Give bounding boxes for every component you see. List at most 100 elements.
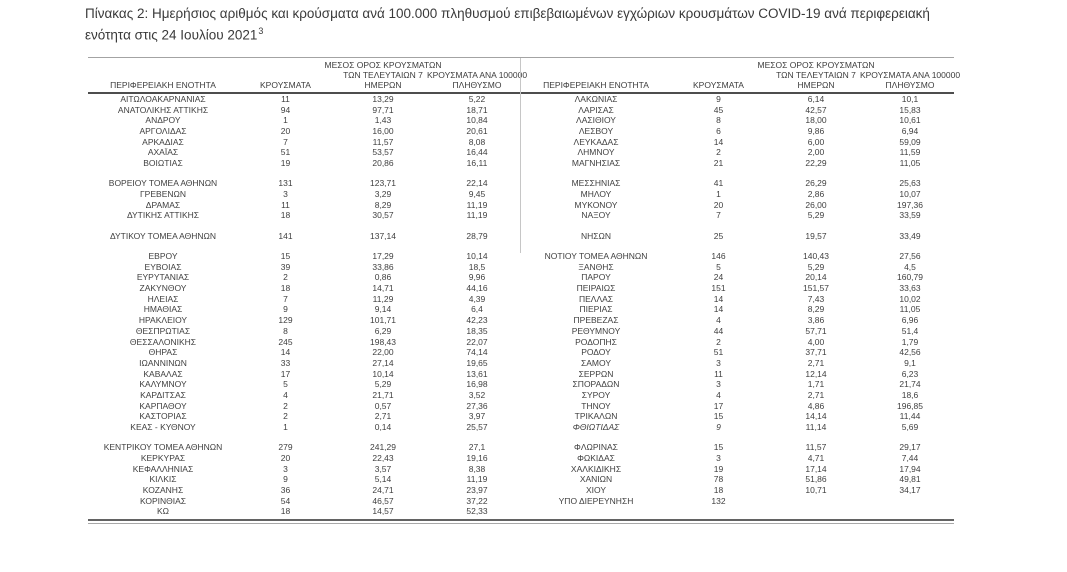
group-separator (521, 241, 954, 251)
cell-avg7: 5,29 (807, 261, 825, 272)
cell-region: ΠΕΙΡΑΙΩΣ (576, 283, 616, 294)
cell-cases: 11 (281, 94, 290, 104)
cell-cases: 11 (714, 368, 723, 379)
cell-avg7: 37,71 (805, 347, 827, 358)
table-row: ΠΕΙΡΑΙΩΣ 151 151,57 33,63 (521, 283, 954, 294)
cell-per100k: 6,96 (901, 315, 919, 326)
cell-cases: 18 (713, 485, 724, 496)
table-row: ΜΗΛΟΥ 1 2,86 10,07 (521, 189, 954, 200)
cell-region: ΘΗΡΑΣ (148, 347, 178, 358)
cell-avg7: 53,57 (372, 147, 394, 158)
table-row: ΧΙΟΥ 18 10,71 34,17 (521, 485, 954, 496)
cell-avg7: 8,29 (807, 304, 825, 315)
cell-region: ΑΡΓΟΛΙΔΑΣ (139, 126, 187, 137)
table-row: ΛΑΣΙΘΙΟΥ 8 18,00 10,61 (521, 115, 954, 126)
header-line: ΤΩΝ ΤΕΛΕΥΤΑΙΩΝ 7 (776, 70, 856, 80)
cell-cases: 4 (716, 315, 721, 326)
table-row: ΖΑΚΥΝΘΟΥ 18 14,71 44,16 (88, 283, 521, 294)
cell-region: ΚΟΖΑΝΗΣ (142, 485, 184, 496)
cell-cases: 39 (280, 261, 291, 272)
cell-per100k: 7,44 (901, 453, 919, 463)
cell-avg7: 137,14 (370, 230, 396, 241)
cell-cases: 15 (713, 442, 724, 453)
cell-per100k: 33,49 (899, 230, 921, 241)
cell-region: ΘΕΣΣΑΛΟΝΙΚΗΣ (129, 336, 197, 347)
cell-cases: 1 (283, 115, 288, 126)
cell-cases: 24 (713, 272, 724, 283)
cell-per100k: 11,59 (899, 147, 921, 158)
cell-region: ΧΑΝΙΩΝ (579, 474, 613, 485)
group-separator (88, 241, 521, 251)
cell-cases: 14 (713, 136, 724, 147)
cell-avg7: 12,14 (805, 368, 827, 379)
group-separator (521, 169, 954, 179)
cell-region: ΑΝΑΤΟΛΙΚΗΣ ΑΤΤΙΚΗΣ (117, 104, 209, 115)
cell-avg7: 11,57 (372, 136, 394, 147)
cell-cases: 25 (713, 230, 724, 241)
cell-region: ΣΑΜΟΥ (580, 357, 611, 368)
cell-cases: 3 (283, 463, 288, 474)
header-avg7: ΜΕΣΟΣ ΟΡΟΣ ΚΡΟΥΣΜΑΤΩΝ ΤΩΝ ΤΕΛΕΥΤΑΙΩΝ 7 Η… (758, 58, 875, 92)
cell-per100k: 25,57 (466, 422, 488, 433)
cell-per100k: 196,85 (897, 400, 923, 411)
table-row: ΗΛΕΙΑΣ 7 11,29 4,39 (88, 294, 521, 305)
cell-avg7: 57,71 (805, 325, 827, 336)
cell-per100k: 5,22 (468, 94, 486, 104)
cell-region: ΔΥΤΙΚΗΣ ΑΤΤΙΚΗΣ (126, 210, 200, 221)
header-line: ΚΡΟΥΣΜΑΤΑ ΑΝΑ 100000 (859, 70, 961, 80)
cell-region: ΙΩΑΝΝΙΝΩΝ (139, 357, 187, 368)
table-row: ΘΕΣΣΑΛΟΝΙΚΗΣ 245 198,43 22,07 (88, 337, 521, 348)
table-row: ΚΑΡΔΙΤΣΑΣ 4 21,71 3,52 (88, 390, 521, 401)
header-line: ΜΕΣΟΣ ΟΡΟΣ ΚΡΟΥΣΜΑΤΩΝ (757, 60, 875, 70)
header-region: ΠΕΡΙΦΕΡΕΙΑΚΗ ΕΝΟΤΗΤΑ (521, 58, 671, 92)
cell-cases: 141 (278, 230, 293, 241)
cell-avg7: 2,00 (807, 147, 825, 158)
cell-cases: 151 (711, 283, 726, 294)
cell-avg7: 13,29 (372, 94, 394, 104)
table-row: ΕΥΒΟΙΑΣ 39 33,86 18,5 (88, 262, 521, 273)
cell-region: ΠΡΕΒΕΖΑΣ (573, 315, 619, 326)
cell-avg7: 11,14 (805, 422, 827, 433)
cell-cases: 7 (283, 293, 288, 304)
cell-avg7: 10,71 (805, 485, 827, 496)
cell-cases: 36 (280, 485, 291, 496)
cell-per100k: 3,52 (468, 389, 486, 400)
cell-region: ΚΑΛΥΜΝΟΥ (139, 379, 187, 390)
header-line: ΠΛΗΘΥΣΜΟ (885, 80, 935, 90)
cell-avg7: 9,86 (807, 126, 825, 137)
cell-per100k: 42,23 (466, 315, 488, 326)
cell-cases: 51 (713, 347, 724, 358)
cell-per100k: 13,61 (466, 368, 488, 379)
cell-region: ΛΑΣΙΘΙΟΥ (576, 115, 616, 126)
header-line: ΠΕΡΙΦΕΡΕΙΑΚΗ ΕΝΟΤΗΤΑ (543, 80, 649, 90)
cell-per100k: 18,71 (466, 104, 488, 115)
cell-region: ΜΑΓΝΗΣΙΑΣ (571, 158, 621, 169)
table-row: ΚΩ 18 14,57 52,33 (88, 506, 521, 517)
cell-cases: 41 (713, 178, 724, 189)
cell-per100k: 42,56 (899, 347, 921, 358)
table-row: ΦΩΚΙΔΑΣ 3 4,71 7,44 (521, 453, 954, 464)
table-header-row: ΠΕΡΙΦΕΡΕΙΑΚΗ ΕΝΟΤΗΤΑ ΚΡΟΥΣΜΑΤΑ ΜΕΣΟΣ ΟΡΟ… (521, 58, 960, 94)
table-row: ΒΟΙΩΤΙΑΣ 19 20,86 16,11 (88, 158, 521, 169)
table-row: ΜΥΚΟΝΟΥ 20 26,00 197,36 (521, 200, 954, 211)
cell-per100k: 27,36 (466, 400, 488, 411)
cell-region: ΒΟΙΩΤΙΑΣ (143, 158, 183, 169)
cell-cases: 245 (278, 336, 293, 347)
header-line: ΠΛΗΘΥΣΜΟ (452, 80, 502, 90)
cell-avg7: 123,71 (370, 178, 396, 189)
header-multiline: ΚΡΟΥΣΜΑΤΑ ΑΝΑ 100000 ΠΛΗΘΥΣΜΟ (860, 70, 960, 90)
cell-region: ΚΕΡΚΥΡΑΣ (140, 453, 186, 463)
cell-region: ΠΙΕΡΙΑΣ (579, 304, 613, 315)
cell-region: ΝΗΣΩΝ (580, 230, 612, 241)
cell-per100k: 3,97 (468, 411, 486, 422)
cell-region: ΚΕΑΣ - ΚΥΘΝΟΥ (130, 422, 196, 433)
cell-region: ΗΛΕΙΑΣ (147, 293, 179, 304)
cell-avg7: 24,71 (372, 485, 394, 496)
cell-avg7: 97,71 (372, 104, 394, 115)
cell-per100k: 4,39 (468, 293, 486, 304)
cell-region: ΕΥΒΟΙΑΣ (144, 261, 182, 272)
cell-avg7: 33,86 (372, 261, 394, 272)
cell-per100k: 11,19 (466, 210, 488, 221)
cell-cases: 7 (283, 136, 288, 147)
cell-per100k: 49,81 (899, 474, 921, 485)
